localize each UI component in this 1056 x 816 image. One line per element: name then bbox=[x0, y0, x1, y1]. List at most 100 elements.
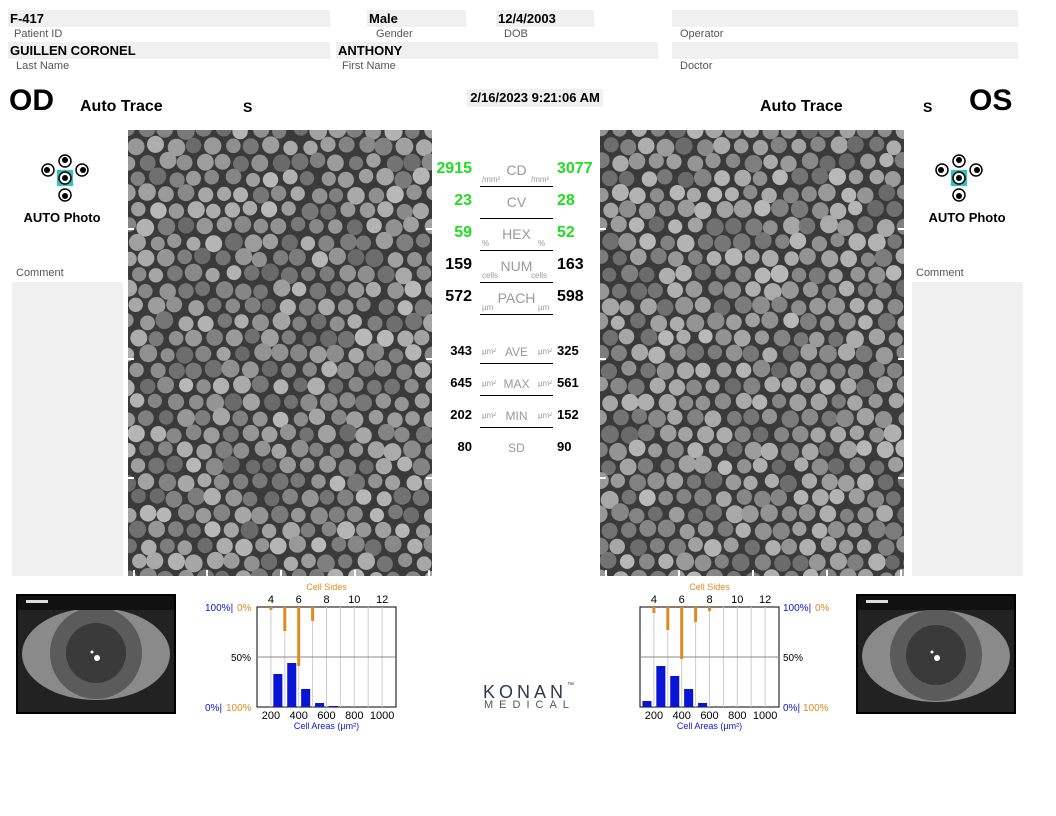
endothelial-cell bbox=[789, 394, 807, 412]
endothelial-cell bbox=[177, 475, 195, 492]
endothelial-cell bbox=[781, 506, 797, 522]
endothelial-cell bbox=[876, 441, 894, 459]
os-sd-value: 90 bbox=[557, 439, 572, 454]
endothelial-cell bbox=[317, 424, 336, 443]
endothelial-cell bbox=[743, 475, 758, 490]
endothelial-cell bbox=[744, 539, 760, 556]
endothelial-cell bbox=[176, 441, 193, 458]
endothelial-cell bbox=[621, 522, 637, 538]
endothelial-cell bbox=[716, 362, 732, 378]
endothelial-cell bbox=[299, 171, 315, 186]
endothelial-cell bbox=[244, 234, 263, 252]
endothelial-cell bbox=[801, 443, 819, 461]
endothelial-cell bbox=[310, 313, 327, 330]
endothelial-cell bbox=[884, 522, 903, 540]
endothelial-cell bbox=[836, 409, 854, 428]
endothelial-cell bbox=[821, 473, 838, 491]
endothelial-cell bbox=[714, 235, 732, 252]
endothelial-cell bbox=[800, 377, 816, 393]
endothelial-cell bbox=[789, 232, 807, 250]
endothelial-cell bbox=[602, 395, 618, 412]
endothelial-cell bbox=[801, 152, 819, 170]
endothelial-cell bbox=[196, 443, 212, 460]
endothelial-cell bbox=[168, 521, 184, 537]
os-comment-box[interactable] bbox=[912, 282, 1023, 576]
od-comment-box[interactable] bbox=[12, 282, 123, 576]
endothelial-cell bbox=[321, 361, 338, 378]
endothelial-cell bbox=[676, 234, 695, 253]
endothelial-cell bbox=[639, 553, 655, 570]
endothelial-cell bbox=[255, 538, 270, 553]
od-min-value: 202 bbox=[450, 407, 472, 422]
endothelial-cell bbox=[887, 299, 904, 315]
endothelial-cell bbox=[225, 298, 241, 314]
endothelial-cell bbox=[177, 217, 195, 234]
endothelial-cell bbox=[760, 442, 779, 461]
endothelial-cell bbox=[735, 392, 752, 409]
endothelial-cell bbox=[821, 410, 838, 427]
endothelial-cell bbox=[868, 328, 886, 345]
endothelial-cell bbox=[271, 473, 289, 490]
scale-tick bbox=[600, 358, 606, 360]
endothelial-cell bbox=[291, 153, 309, 171]
endothelial-cell bbox=[291, 507, 306, 523]
endothelial-cell bbox=[264, 491, 280, 507]
endothelial-cell bbox=[695, 362, 711, 378]
endothelial-cell bbox=[128, 130, 135, 137]
endothelial-cell bbox=[337, 521, 355, 540]
endothelial-cell bbox=[234, 314, 249, 329]
endothelial-cell bbox=[877, 539, 895, 556]
endothelial-cell bbox=[233, 375, 251, 394]
stat-divider bbox=[480, 250, 553, 251]
endothelial-cell bbox=[895, 248, 904, 264]
endothelial-cell bbox=[630, 539, 647, 556]
endothelial-cell bbox=[206, 329, 223, 346]
endothelial-cell bbox=[846, 136, 864, 153]
endothelial-cell bbox=[166, 428, 182, 444]
endothelial-cell bbox=[686, 187, 701, 202]
cd-unit-right: /mm² bbox=[531, 175, 550, 184]
endothelial-cell bbox=[847, 554, 864, 571]
endothelial-cell bbox=[828, 268, 843, 284]
scale-tick bbox=[133, 570, 135, 576]
endothelial-cell bbox=[233, 474, 249, 490]
endothelial-cell bbox=[369, 508, 384, 523]
endothelial-cell bbox=[215, 250, 231, 266]
endothelial-cell bbox=[150, 362, 166, 379]
endothelial-cell bbox=[732, 233, 751, 251]
endothelial-cell bbox=[687, 155, 704, 172]
endothelial-cell bbox=[714, 170, 730, 187]
endothelial-cell bbox=[707, 345, 723, 360]
endothelial-cell bbox=[425, 378, 432, 394]
endothelial-cell bbox=[895, 439, 904, 458]
endothelial-cell bbox=[196, 217, 213, 235]
area-bar bbox=[287, 663, 297, 707]
endothelial-cell bbox=[235, 248, 253, 266]
endothelial-cell bbox=[600, 409, 607, 426]
endothelial-cell bbox=[204, 521, 221, 538]
endothelial-cell bbox=[856, 440, 872, 456]
endothelial-cell bbox=[348, 347, 364, 364]
endothelial-cell bbox=[252, 187, 270, 204]
endothelial-cell bbox=[271, 443, 287, 459]
endothelial-cell bbox=[638, 424, 655, 442]
endothelial-cell bbox=[177, 540, 193, 555]
os-cell-histogram: Cell Sides 4 6 8 10 12 200 400 600 800 1000 Cell Ar… bbox=[639, 582, 830, 731]
endothelial-cell bbox=[667, 409, 683, 425]
endothelial-cell bbox=[811, 458, 829, 476]
endothelial-cell bbox=[198, 187, 214, 203]
endothelial-cell bbox=[668, 379, 686, 396]
endothelial-cell bbox=[660, 459, 675, 474]
endothelial-cell bbox=[798, 217, 816, 235]
mid-percent: 50% bbox=[783, 653, 803, 664]
endothelial-cell bbox=[303, 140, 318, 155]
endothelial-cell bbox=[272, 154, 291, 172]
endothelial-cell bbox=[631, 344, 649, 361]
endothelial-cell bbox=[424, 218, 432, 235]
endothelial-cell bbox=[167, 552, 185, 571]
endothelial-cell bbox=[724, 248, 743, 266]
endothelial-cell bbox=[734, 169, 752, 187]
endothelial-cell bbox=[761, 187, 777, 204]
endothelial-cell bbox=[621, 393, 639, 411]
endothelial-cell bbox=[898, 412, 904, 426]
